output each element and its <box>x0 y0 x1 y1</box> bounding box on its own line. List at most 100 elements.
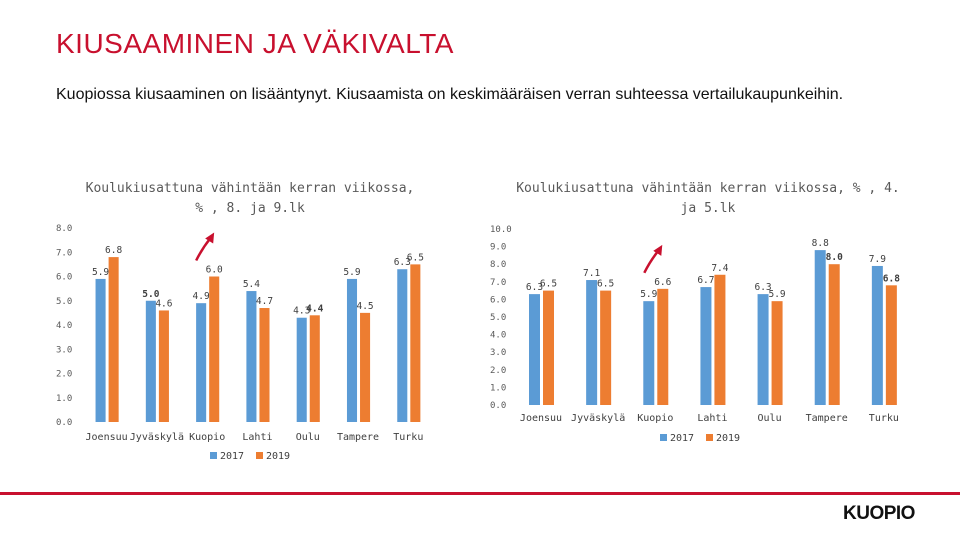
bar-2019 <box>309 315 320 422</box>
data-label: 7.1 <box>583 268 600 279</box>
data-label: 5.0 <box>142 289 159 300</box>
y-tick-label: 6.0 <box>490 295 506 305</box>
data-label: 4.4 <box>306 303 323 314</box>
data-label: 6.0 <box>206 265 223 276</box>
data-label: 6.3 <box>526 282 543 293</box>
category-label: Lahti <box>242 432 272 443</box>
y-tick-label: 2.0 <box>490 366 506 376</box>
data-label: 6.8 <box>883 273 900 284</box>
bar-2019 <box>714 274 726 405</box>
category-label: Kuopio <box>637 413 673 424</box>
bar-2019 <box>209 276 220 422</box>
data-label: 6.3 <box>394 257 411 268</box>
bar-2019 <box>543 290 554 405</box>
y-tick-label: 3.0 <box>56 345 72 355</box>
bar-2019 <box>828 264 840 405</box>
data-label: 4.3 <box>293 306 310 317</box>
bar-2017 <box>871 265 883 405</box>
y-tick-label: 8.0 <box>490 260 506 270</box>
y-tick-label: 4.0 <box>490 331 506 341</box>
bar-2019 <box>657 288 669 405</box>
page-title: KIUSAAMINEN JA VÄKIVALTA <box>56 28 454 59</box>
legend-swatch <box>706 434 713 441</box>
bar-2017 <box>145 300 156 422</box>
category-label: Joensuu <box>520 413 562 424</box>
chart-title: Koulukiusattuna vähintään kerran viikoss… <box>86 181 415 196</box>
y-tick-label: 1.0 <box>56 394 72 404</box>
legend-swatch <box>210 452 217 459</box>
bar-2017 <box>814 250 826 405</box>
bar-2017 <box>643 301 655 405</box>
category-label: Turku <box>869 413 899 424</box>
chart-title: % , 8. ja 9.lk <box>195 201 305 216</box>
bar-2019 <box>885 285 897 405</box>
bar-2019 <box>410 264 421 422</box>
data-label: 5.9 <box>768 289 785 300</box>
legend-label: 2019 <box>716 433 740 444</box>
arrow-head-icon <box>653 244 663 256</box>
bar-2019 <box>158 310 169 422</box>
y-tick-label: 8.0 <box>56 224 72 234</box>
legend-swatch <box>660 434 667 441</box>
bar-2017 <box>529 294 540 405</box>
y-tick-label: 4.0 <box>56 321 72 331</box>
bar-2017 <box>700 287 712 405</box>
category-label: Joensuu <box>86 432 128 443</box>
legend-swatch <box>256 452 263 459</box>
category-label: Oulu <box>296 432 320 443</box>
data-label: 6.7 <box>697 275 714 286</box>
kuopio-logo: KUOPIO <box>843 503 915 524</box>
bar-2017 <box>95 278 106 422</box>
data-label: 4.7 <box>256 296 273 307</box>
legend-label: 2017 <box>220 451 244 462</box>
category-label: Oulu <box>758 413 782 424</box>
data-label: 5.9 <box>343 267 360 278</box>
y-tick-label: 10.0 <box>490 225 512 235</box>
bar-2019 <box>771 301 783 405</box>
data-label: 6.5 <box>407 252 424 263</box>
data-label: 6.8 <box>105 245 122 256</box>
legend-label: 2019 <box>266 451 290 462</box>
data-label: 6.5 <box>540 279 557 290</box>
up-arrow-icon <box>643 250 660 274</box>
y-tick-label: 7.0 <box>490 278 506 288</box>
data-label: 8.8 <box>812 238 829 249</box>
y-tick-label: 5.0 <box>490 313 506 323</box>
data-label: 6.5 <box>597 279 614 290</box>
legend-label: 2017 <box>670 433 694 444</box>
category-label: Turku <box>393 432 423 443</box>
data-label: 6.6 <box>654 277 671 288</box>
bar-2019 <box>108 257 119 422</box>
y-tick-label: 0.0 <box>490 401 506 411</box>
bar-2017 <box>346 278 358 422</box>
data-label: 5.9 <box>92 267 109 278</box>
data-label: 7.4 <box>711 263 728 274</box>
bar-2017 <box>397 269 408 422</box>
bar-2017 <box>586 280 598 405</box>
chart-title: Koulukiusattuna vähintään kerran viikoss… <box>516 181 900 196</box>
data-label: 5.9 <box>640 289 657 300</box>
category-label: Tampere <box>337 432 379 443</box>
bar-2019 <box>259 308 270 422</box>
y-tick-label: 1.0 <box>490 383 506 393</box>
page-subtitle: Kuopiossa kiusaaminen on lisääntynyt. Ki… <box>56 86 844 103</box>
bar-2019 <box>600 290 612 405</box>
category-label: Kuopio <box>189 432 225 443</box>
category-label: Jyväskylä <box>130 432 184 443</box>
bar-2017 <box>196 303 207 422</box>
y-tick-label: 2.0 <box>56 370 72 380</box>
data-label: 5.4 <box>243 279 260 290</box>
y-tick-label: 0.0 <box>56 418 72 428</box>
data-label: 6.3 <box>754 282 771 293</box>
data-label: 4.9 <box>193 291 210 302</box>
data-label: 4.6 <box>155 298 172 309</box>
bar-2017 <box>757 294 769 405</box>
category-label: Lahti <box>697 413 727 424</box>
data-label: 8.0 <box>826 252 843 263</box>
bar-2019 <box>360 312 371 422</box>
y-tick-label: 3.0 <box>490 348 506 358</box>
bar-2017 <box>296 317 307 422</box>
footer-divider <box>0 492 960 495</box>
